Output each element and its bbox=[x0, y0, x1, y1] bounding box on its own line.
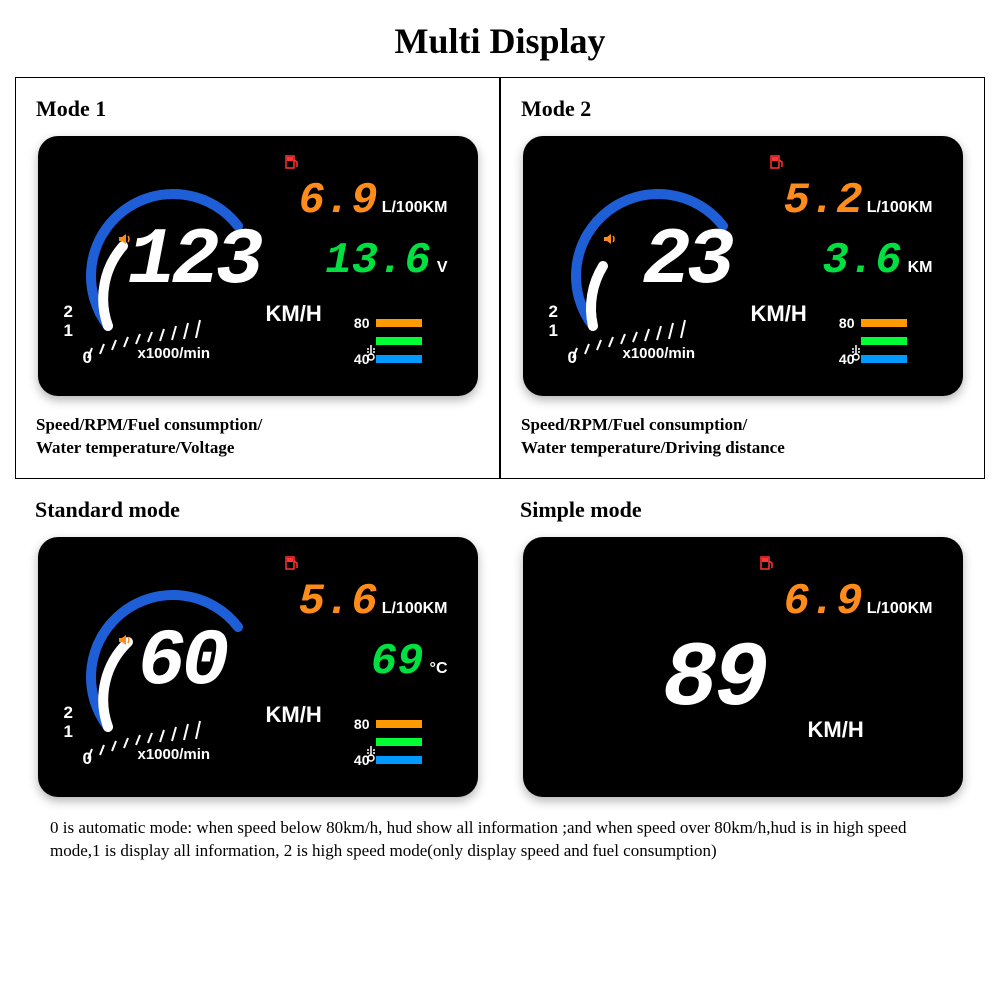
mode1-title: Mode 1 bbox=[36, 96, 479, 122]
sound-icon bbox=[116, 632, 132, 648]
secondary-value: 3.6KM bbox=[822, 236, 932, 286]
hud-mode1: 123 KM/H 6.9L/100KM 13.6V 0 bbox=[38, 136, 478, 396]
secondary-unit: KM bbox=[908, 259, 933, 276]
fuel-unit: L/100KM bbox=[382, 199, 448, 216]
hud-simple: 89 KM/H 6.9L/100KM bbox=[523, 537, 963, 797]
secondary-unit: V bbox=[437, 259, 448, 276]
mode2-desc: Speed/RPM/Fuel consumption/ Water temper… bbox=[521, 414, 964, 460]
rpm-label: x1000/min bbox=[623, 345, 696, 362]
page: Multi Display Mode 1 123 KM/H 6.9L/100KM… bbox=[0, 0, 1000, 1000]
temp-hi: 80 bbox=[348, 315, 370, 331]
rpm-scale: 0 1 2 x1000/min bbox=[58, 308, 278, 368]
standard-title: Standard mode bbox=[35, 497, 480, 523]
rpm-scale: 0 1 2 x1000/min bbox=[543, 308, 763, 368]
fuel-value: 5.2L/100KM bbox=[783, 176, 932, 226]
secondary-value: 13.6V bbox=[325, 236, 447, 286]
temp-icon bbox=[364, 744, 378, 769]
rpm-0: 0 bbox=[568, 348, 577, 368]
speed-value: 23 bbox=[643, 216, 731, 307]
mode1-desc: Speed/RPM/Fuel consumption/ Water temper… bbox=[36, 414, 479, 460]
rpm-2: 2 bbox=[549, 302, 558, 322]
simple-title: Simple mode bbox=[520, 497, 965, 523]
rpm-1: 1 bbox=[64, 321, 73, 341]
rpm-label: x1000/min bbox=[138, 746, 211, 763]
rpm-0: 0 bbox=[83, 348, 92, 368]
cell-mode2: Mode 2 23 KM/H 5.2L/100KM 3.6KM bbox=[500, 77, 985, 479]
cell-standard: Standard mode 60 KM/H 5.6L/100KM 69°C bbox=[15, 479, 500, 807]
temp-bars: 80 40 bbox=[348, 314, 448, 368]
rpm-0: 0 bbox=[83, 749, 92, 769]
rpm-1: 1 bbox=[64, 722, 73, 742]
page-title: Multi Display bbox=[0, 0, 1000, 77]
temp-bars: 80 40 bbox=[348, 715, 448, 769]
display-grid: Mode 1 123 KM/H 6.9L/100KM 13.6V bbox=[15, 77, 985, 863]
fuel-value: 5.6L/100KM bbox=[298, 577, 447, 627]
rpm-2: 2 bbox=[64, 703, 73, 723]
speed-unit: KM/H bbox=[808, 717, 864, 743]
cell-mode1: Mode 1 123 KM/H 6.9L/100KM 13.6V bbox=[15, 77, 500, 479]
rpm-scale: 0 1 2 x1000/min bbox=[58, 709, 278, 769]
fuel-icon bbox=[284, 555, 298, 571]
temp-bars: 80 40 bbox=[833, 314, 933, 368]
footer-note: 0 is automatic mode: when speed below 80… bbox=[15, 807, 985, 863]
speed-value: 123 bbox=[128, 216, 260, 307]
fuel-unit: L/100KM bbox=[867, 600, 933, 617]
rpm-2: 2 bbox=[64, 302, 73, 322]
secondary-unit: °C bbox=[430, 660, 448, 677]
fuel-value: 6.9L/100KM bbox=[783, 577, 932, 627]
rpm-label: x1000/min bbox=[138, 345, 211, 362]
mode2-title: Mode 2 bbox=[521, 96, 964, 122]
fuel-icon bbox=[284, 154, 298, 170]
fuel-unit: L/100KM bbox=[382, 600, 448, 617]
speed-value: 89 bbox=[663, 627, 765, 732]
secondary-value: 69°C bbox=[371, 637, 448, 687]
fuel-icon bbox=[769, 154, 783, 170]
speed-value: 60 bbox=[138, 617, 226, 708]
fuel-value: 6.9L/100KM bbox=[298, 176, 447, 226]
temp-hi: 80 bbox=[348, 716, 370, 732]
cell-simple: Simple mode 89 KM/H 6.9L/100KM bbox=[500, 479, 985, 807]
fuel-icon bbox=[759, 555, 773, 571]
temp-icon bbox=[364, 343, 378, 368]
temp-icon bbox=[849, 343, 863, 368]
rpm-1: 1 bbox=[549, 321, 558, 341]
fuel-unit: L/100KM bbox=[867, 199, 933, 216]
hud-standard: 60 KM/H 5.6L/100KM 69°C 0 bbox=[38, 537, 478, 797]
hud-mode2: 23 KM/H 5.2L/100KM 3.6KM 0 bbox=[523, 136, 963, 396]
sound-icon bbox=[601, 231, 617, 247]
temp-hi: 80 bbox=[833, 315, 855, 331]
